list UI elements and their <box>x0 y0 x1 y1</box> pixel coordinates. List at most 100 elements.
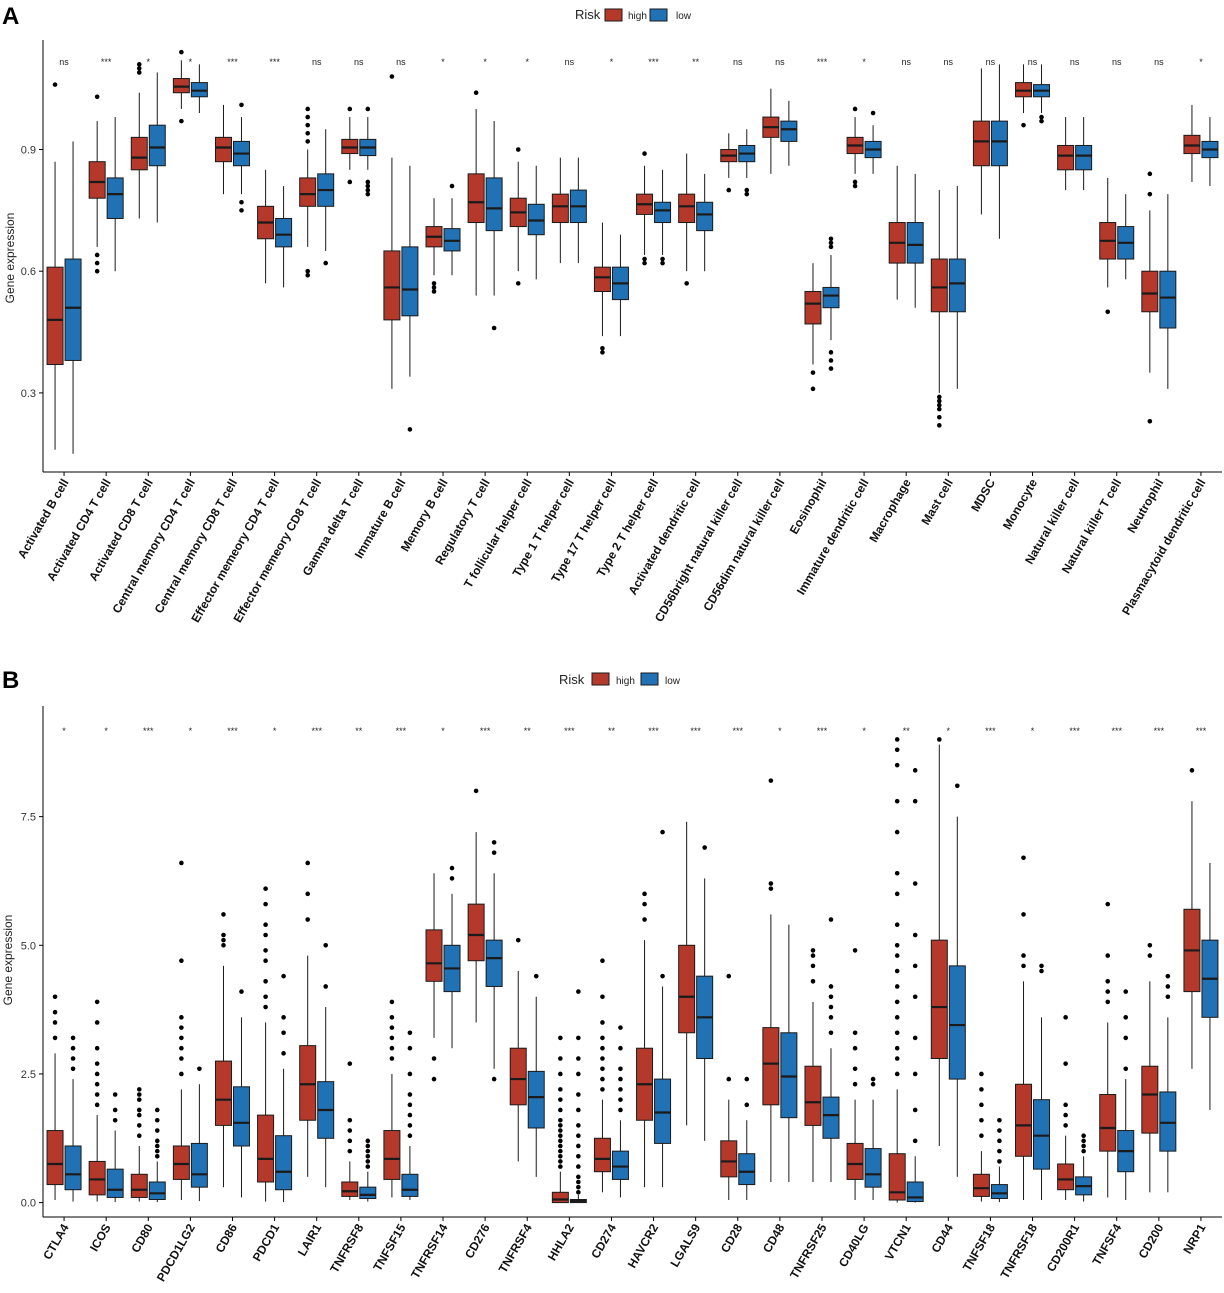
panel-b-y-tick-label: 0.0 <box>21 1198 36 1210</box>
panel-b-outlier-high <box>558 1117 563 1123</box>
panel-b-outlier-high <box>136 1087 142 1092</box>
panel-b-outlier-low <box>1123 989 1129 994</box>
panel-a-outlier-low <box>660 260 665 266</box>
panel-b-outlier-high <box>726 973 732 979</box>
panel-a-significance-label: ns <box>1070 57 1080 67</box>
panel-b-outlier-low <box>576 1123 581 1128</box>
panel-b-outlier-high <box>558 1133 563 1138</box>
panel-b-outlier-high <box>894 968 900 974</box>
panel-b-outlier-high <box>347 1117 353 1123</box>
panel-b-outlier-high <box>558 1138 563 1144</box>
panel-a-outlier-high <box>94 260 100 266</box>
panel-a-outlier-high <box>52 82 58 87</box>
panel-a-legend-high-label: high <box>628 11 647 22</box>
panel-a-outlier-high <box>431 289 437 294</box>
panel-b-outlier-low <box>912 932 918 938</box>
panel-b-outlier-high <box>558 1153 563 1159</box>
panel-a-outlier-high <box>1021 122 1026 128</box>
panel-b-outlier-high <box>136 1133 142 1138</box>
panel-b-outlier-low <box>955 783 960 789</box>
panel-a-y-tick-label: 0.3 <box>21 388 36 400</box>
panel-b-outlier-low <box>70 1066 76 1072</box>
panel-b-significance-label: ** <box>903 726 911 736</box>
panel-b-box-low <box>275 1135 293 1191</box>
panel-a-significance-label: * <box>483 57 487 67</box>
panel-b-box-high <box>214 1060 232 1126</box>
panel-a-outlier-high <box>94 268 100 274</box>
panel-a-x-tick-label: Plasmacytoid dendritic cell <box>1119 477 1208 618</box>
panel-a-significance-label: ns <box>312 57 322 67</box>
panel-b-outlier-high <box>263 932 268 938</box>
panel-b-outlier-high <box>558 1159 563 1164</box>
panel-b-outlier-low <box>407 1133 413 1138</box>
panel-b-outlier-low <box>828 917 834 922</box>
panel-b-outlier-high <box>136 1112 142 1118</box>
panel-a-outlier-high <box>684 281 689 286</box>
panel-b-x-tick-label: TNFSF4 <box>1090 1221 1125 1268</box>
panel-b-outlier-high <box>642 891 647 897</box>
panel-b-x-tick-label: CD200 <box>1136 1221 1167 1261</box>
panel-b-box-high <box>509 1047 527 1106</box>
panel-a-outlier-high <box>937 394 942 400</box>
panel-b-significance-label: * <box>441 726 445 736</box>
panel-b-outlier-low <box>912 963 918 969</box>
panel-b-outlier-low <box>618 1076 623 1082</box>
panel-b-outlier-high <box>600 1045 605 1051</box>
panel-b-outlier-high <box>179 1025 184 1030</box>
panel-b-outlier-high <box>389 999 395 1005</box>
panel-a-outlier-low <box>365 187 371 193</box>
panel-b-outlier-low <box>870 1076 876 1082</box>
panel-b-outlier-high <box>726 1076 732 1082</box>
panel-b-outlier-low <box>912 994 918 1000</box>
panel-b-outlier-low <box>154 1153 160 1159</box>
panel-b-outlier-high <box>305 860 310 866</box>
panel-a-box-high <box>1057 144 1075 171</box>
panel-b-outlier-low <box>997 1117 1002 1123</box>
panel-b-outlier-low <box>576 989 581 994</box>
panel-a-outlier-high <box>305 272 310 278</box>
panel-b-letter: B <box>2 667 19 694</box>
panel-b-outlier-high <box>1021 855 1026 861</box>
panel-a-outlier-high <box>473 90 479 96</box>
panel-b-outlier-low <box>154 1143 160 1149</box>
panel-b-outlier-high <box>1105 989 1111 994</box>
panel-b-outlier-low <box>576 1153 581 1159</box>
panel-b-outlier-high <box>558 1071 563 1077</box>
panel-a-x-tick-label: Neutrophil <box>1124 477 1166 536</box>
panel-b-outlier-high <box>894 984 900 989</box>
panel-b-outlier-high <box>347 1138 353 1144</box>
panel-a-box-high <box>383 250 401 321</box>
panel-a-outlier-low <box>1039 118 1044 124</box>
panel-a-legend: Risk high low <box>575 7 692 22</box>
panel-b-x-tick-label: CD28 <box>718 1221 746 1255</box>
panel-a-box-high <box>972 120 990 167</box>
panel-b-significance-label: * <box>189 726 193 736</box>
panel-b-box-low <box>780 1032 798 1119</box>
panel-b-outlier-high <box>558 1123 563 1128</box>
panel-b-outlier-low <box>112 1092 118 1097</box>
panel-b-outlier-low <box>1081 1148 1086 1154</box>
panel-b-outlier-low <box>491 850 497 855</box>
panel-b-outlier-low <box>618 1066 623 1072</box>
panel-b-outlier-high <box>894 1015 900 1020</box>
panel-b-outlier-low <box>576 1133 581 1138</box>
panel-b-x-tick-label: CD274 <box>588 1221 619 1261</box>
panel-b-outlier-low <box>618 1097 623 1102</box>
panel-b-outlier-low <box>407 1092 413 1097</box>
panel-b-outlier-high <box>979 1102 984 1108</box>
panel-b-y-tick-label: 7.5 <box>21 812 36 824</box>
panel-b-outlier-high <box>1105 953 1111 958</box>
panel-a-box-high <box>130 136 148 171</box>
panel-b-outlier-high <box>94 1081 100 1087</box>
panel-a-outlier-high <box>305 106 310 112</box>
panel-a-outlier-high <box>431 285 437 290</box>
panel-b-legend-high-label: high <box>616 676 635 687</box>
panel-a-outlier-high <box>136 62 142 67</box>
panel-b-outlier-high <box>1063 1061 1068 1066</box>
panel-b-outlier-high <box>894 999 900 1005</box>
panel-b-outlier-high <box>347 1128 353 1133</box>
panel-b-significance-label: *** <box>480 726 491 736</box>
panel-a-x-tick-label: Monocyte <box>1000 476 1040 532</box>
panel-b-outlier-high <box>1147 953 1153 958</box>
panel-a-significance-label: * <box>189 57 193 67</box>
